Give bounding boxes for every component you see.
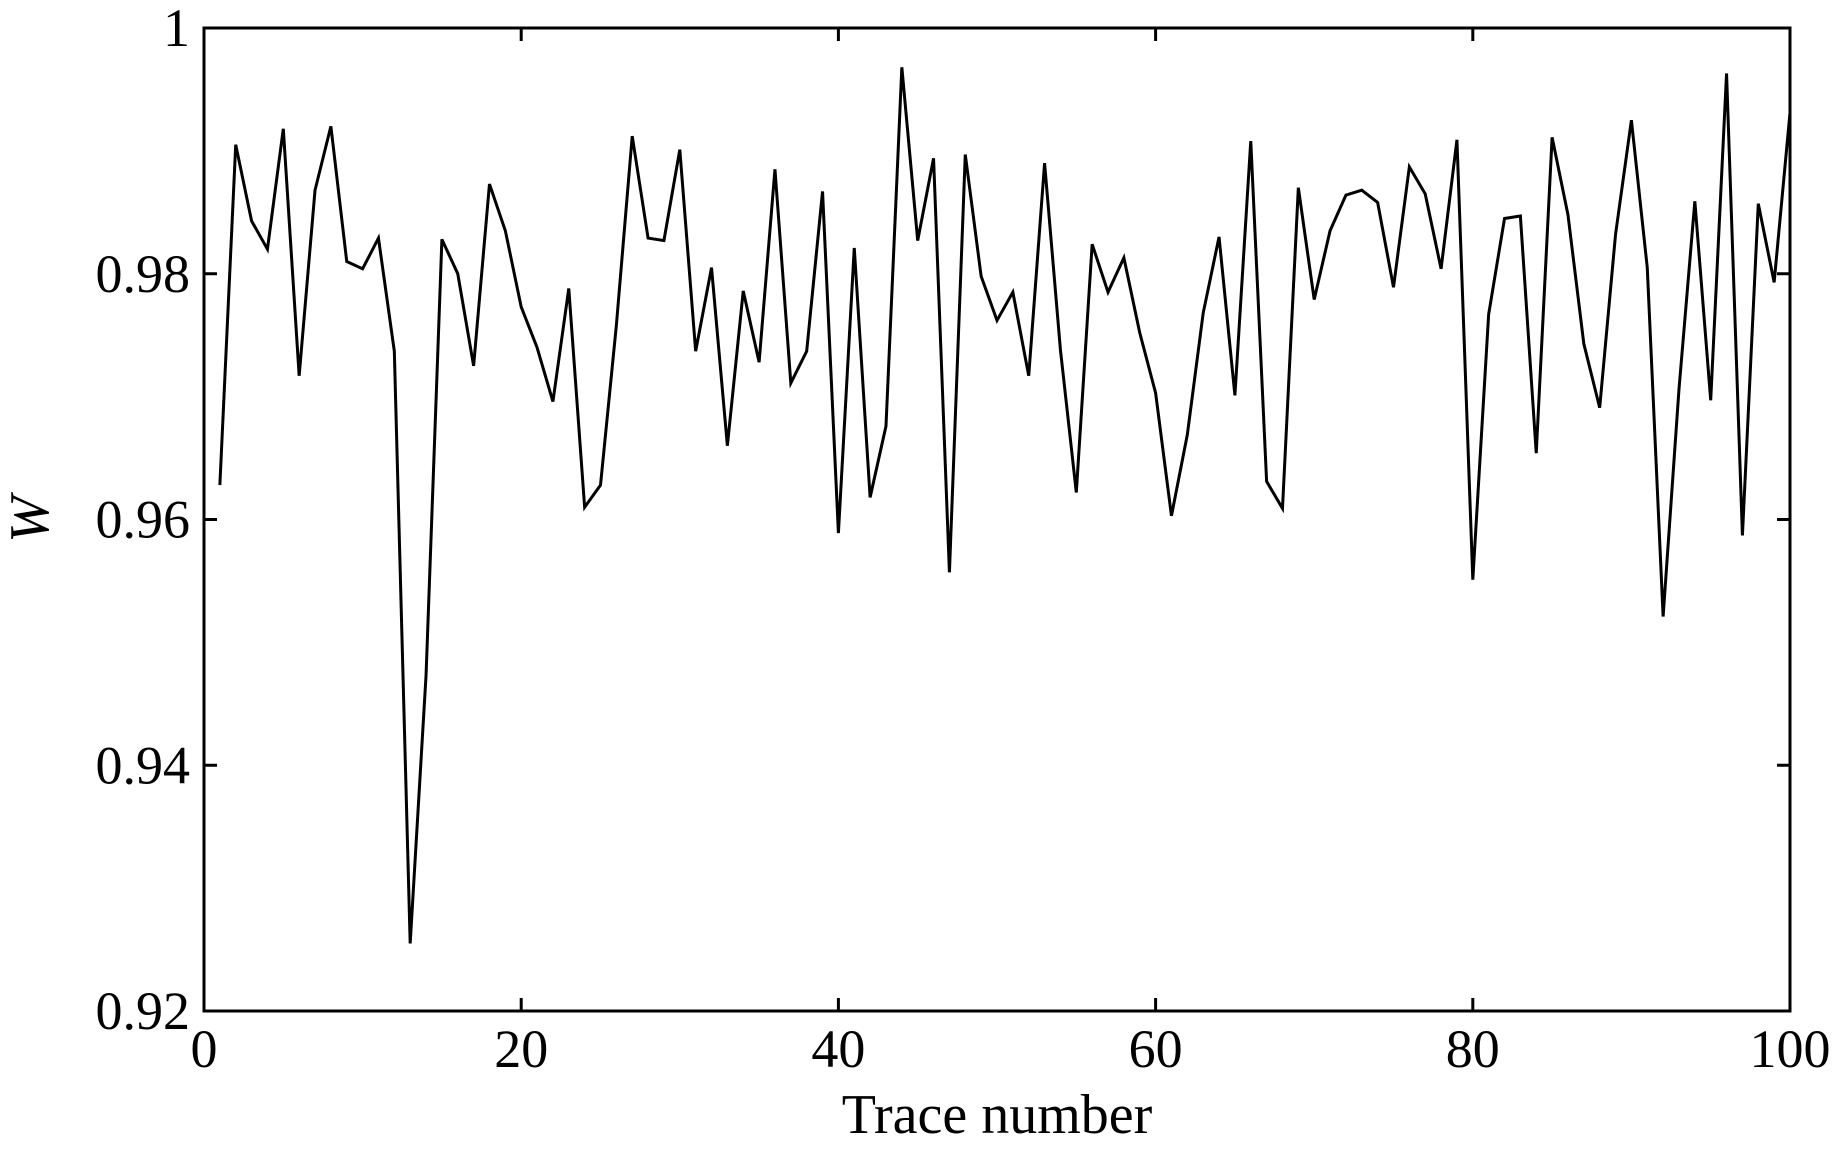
x-tick-label: 20: [494, 1019, 548, 1079]
x-tick-label: 60: [1129, 1019, 1183, 1079]
y-tick-label: 0.92: [96, 981, 191, 1041]
x-axis-title: Trace number: [842, 1084, 1153, 1146]
y-tick-label: 1: [163, 0, 190, 58]
series-layer: [218, 67, 1792, 944]
x-tick-label: 0: [191, 1019, 218, 1079]
y-tick-label: 0.94: [96, 735, 191, 795]
series-line: [218, 67, 1792, 944]
x-axis-ticks: 0 20 40 60 80 100: [191, 28, 1831, 1079]
x-tick-label: 80: [1446, 1019, 1500, 1079]
y-axis-title: W: [0, 492, 61, 543]
x-tick-label: 40: [811, 1019, 865, 1079]
plot-frame: [202, 26, 1792, 1013]
x-tick-label: 100: [1750, 1019, 1831, 1079]
y-tick-label: 0.98: [96, 244, 191, 304]
y-tick-label: 0.96: [96, 490, 191, 550]
y-axis-ticks: 0.92 0.94 0.96 0.98 1: [96, 0, 1790, 1041]
